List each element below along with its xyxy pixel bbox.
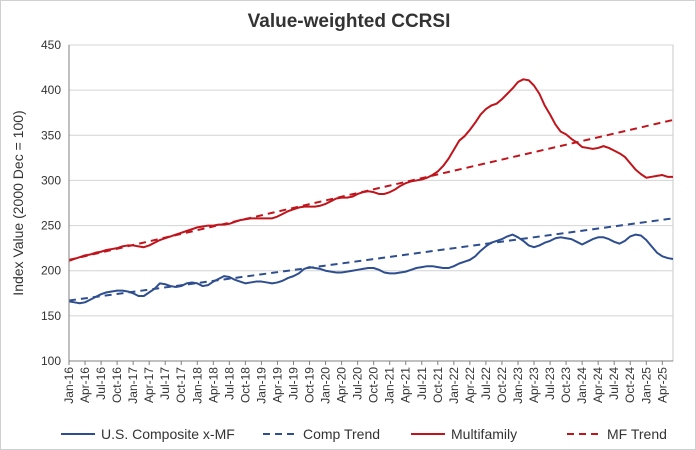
series-lines	[68, 78, 674, 305]
x-tick-label: Jul-22	[479, 367, 493, 400]
x-tick-label: Jan-19	[254, 367, 268, 404]
y-tick-label: 100	[41, 354, 61, 368]
x-tick-label: Apr-23	[527, 367, 541, 403]
x-tick-label: Jul-18	[222, 367, 236, 400]
x-tick-label: Oct-21	[431, 367, 445, 403]
legend-label: MF Trend	[607, 426, 667, 442]
y-tick-label: 150	[41, 309, 61, 323]
x-tick-labels: Jan-16 Apr-16 Jul-16 Oct-16 Jan-17 Apr-17 Jul-…	[62, 367, 669, 404]
y-tick-label: 450	[41, 38, 61, 52]
x-tick-label: Oct-19	[303, 367, 317, 403]
legend-label: U.S. Composite x-MF	[101, 426, 235, 442]
x-tick-label: Oct-17	[174, 367, 188, 403]
series-line-mf-trend	[68, 118, 674, 261]
x-tick-label: Jan-21	[383, 367, 397, 404]
x-tick-label: Jan-20	[319, 367, 333, 404]
axes	[68, 45, 673, 365]
y-tick-label: 400	[41, 83, 61, 97]
x-tick-label: Jan-22	[447, 367, 461, 404]
y-tick-label: 300	[41, 173, 61, 187]
y-tick-label: 200	[41, 264, 61, 278]
x-tick-label: Jan-18	[190, 367, 204, 404]
x-tick-label: Apr-24	[591, 367, 605, 403]
x-tick-label: Oct-22	[495, 367, 509, 403]
x-tick-label: Oct-16	[110, 367, 124, 403]
x-tick-label: Jan-16	[62, 367, 76, 404]
chart-title: Value-weighted CCRSI	[248, 11, 451, 32]
series-line-comp-trend	[68, 217, 674, 302]
y-tick-label: 350	[41, 128, 61, 142]
x-tick-label: Apr-17	[142, 367, 156, 403]
series-line-multifamily	[68, 78, 673, 262]
x-tick-label: Jul-23	[543, 367, 557, 400]
series-line-u-s-composite-x-mf	[68, 233, 674, 305]
x-tick-label: Jan-25	[639, 367, 653, 404]
x-tick-label: Oct-18	[238, 367, 252, 403]
y-tick-label: 250	[41, 219, 61, 233]
x-tick-label: Jul-17	[158, 367, 172, 400]
x-tick-label: Jul-19	[286, 367, 300, 400]
x-tick-label: Apr-25	[655, 367, 669, 403]
x-tick-label: Jan-23	[511, 367, 525, 404]
legend-label: Comp Trend	[303, 426, 380, 442]
x-tick-label: Apr-18	[206, 367, 220, 403]
y-tick-labels: 100 150 200 250 300 350 400 450	[41, 38, 61, 368]
x-tick-label: Apr-21	[399, 367, 413, 403]
legend-label: Multifamily	[451, 426, 517, 442]
x-tick-label: Jul-16	[94, 367, 108, 400]
x-tick-label: Apr-22	[463, 367, 477, 403]
y-axis-title: Index Value (2000 Dec = 100)	[10, 110, 26, 295]
x-tick-label: Oct-20	[367, 367, 381, 403]
x-tick-label: Apr-19	[270, 367, 284, 403]
x-tick-label: Oct-24	[623, 367, 637, 403]
x-tick-label: Oct-23	[559, 367, 573, 403]
gridlines	[68, 44, 674, 362]
x-tick-label: Apr-20	[335, 367, 349, 403]
x-tick-label: Jul-21	[415, 367, 429, 400]
x-tick-label: Apr-16	[78, 367, 92, 403]
x-tick-label: Jul-20	[351, 367, 365, 400]
plot-area	[68, 44, 674, 362]
x-tick-label: Jan-24	[575, 367, 589, 404]
x-tick-label: Jul-24	[607, 367, 621, 400]
x-tick-label: Jan-17	[126, 367, 140, 404]
legend: U.S. Composite x-MF Comp Trend Multifamily…	[61, 426, 667, 442]
